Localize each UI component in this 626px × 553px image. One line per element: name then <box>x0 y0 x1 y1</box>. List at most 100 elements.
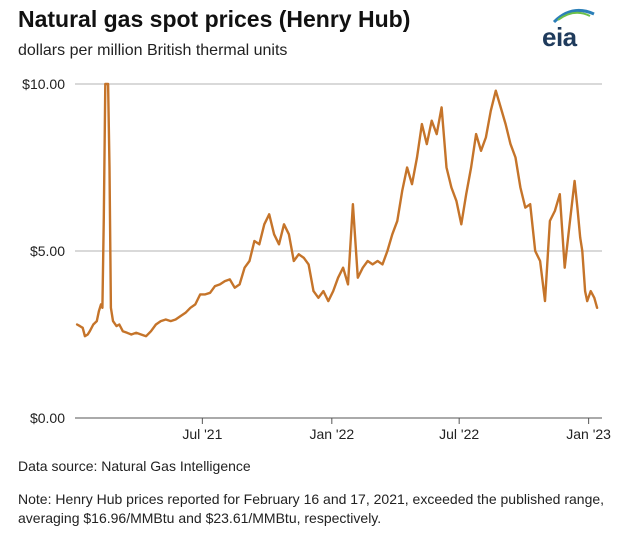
data-point <box>100 303 102 306</box>
data-point <box>209 292 211 294</box>
data-point <box>76 323 78 326</box>
data-point <box>362 266 364 269</box>
data-point <box>499 106 502 109</box>
data-point <box>593 297 596 299</box>
data-point <box>450 186 453 189</box>
data-point <box>293 260 295 262</box>
data-point <box>258 243 261 246</box>
data-point <box>430 119 433 122</box>
x-axis-ticks: Jul '21 Jan '22 Jul '22 Jan '23 <box>182 418 611 442</box>
data-point <box>576 206 579 209</box>
data-point <box>155 323 157 326</box>
data-point <box>529 203 531 205</box>
data-point <box>465 193 468 195</box>
data-point <box>79 325 81 327</box>
data-point <box>84 335 86 338</box>
data-point <box>357 276 359 279</box>
data-point <box>179 315 182 317</box>
data-point <box>204 293 206 296</box>
line-chart: $10.00 $5.00 $0.00 Jul '21 Jan '22 Jul '22 Ja… <box>22 76 611 442</box>
data-point <box>534 250 536 252</box>
data-point <box>229 278 231 281</box>
data-point <box>297 253 300 256</box>
data-point <box>485 136 487 139</box>
data-point <box>174 318 177 321</box>
data-point <box>118 323 121 326</box>
data-point <box>519 186 522 189</box>
data-point <box>322 290 325 292</box>
data-point <box>317 297 320 299</box>
data-point <box>92 323 95 326</box>
data-point <box>169 320 172 322</box>
data-point <box>596 307 598 309</box>
y-axis-ticks: $10.00 $5.00 $0.00 <box>22 76 65 426</box>
data-point <box>273 233 275 236</box>
data-point <box>581 250 584 252</box>
data-point <box>524 206 527 209</box>
eia-logo: eia <box>534 6 604 52</box>
y-tick-label: $0.00 <box>30 410 65 426</box>
data-point <box>224 280 226 282</box>
page-title: Natural gas spot prices (Henry Hub) <box>18 6 411 32</box>
data-point <box>573 180 576 182</box>
data-point <box>233 286 236 289</box>
data-point <box>416 156 418 159</box>
data-point <box>135 332 137 334</box>
x-tick-label: Jul '22 <box>439 426 479 442</box>
data-point <box>86 333 89 336</box>
data-point <box>103 216 105 219</box>
data-point <box>115 325 118 327</box>
data-point <box>327 300 330 302</box>
data-point <box>112 320 114 322</box>
data-point <box>504 123 507 125</box>
data-point <box>145 335 147 338</box>
data-point <box>475 133 477 135</box>
data-point <box>89 330 91 333</box>
data-point <box>579 236 581 239</box>
data-point <box>150 330 152 333</box>
data-point <box>391 233 394 236</box>
data-point <box>586 300 588 302</box>
data-point <box>278 243 280 246</box>
data-point <box>509 143 512 145</box>
data-point <box>268 213 271 216</box>
data-point <box>140 333 142 336</box>
data-point <box>544 300 546 302</box>
data-point <box>312 290 315 292</box>
data-point <box>214 285 216 287</box>
data-point <box>426 143 428 145</box>
data-point <box>435 133 438 135</box>
data-point <box>248 260 251 262</box>
data-point <box>584 290 586 292</box>
x-tick-label: Jul '21 <box>182 426 222 442</box>
data-point <box>219 283 221 286</box>
data-point <box>104 83 107 85</box>
chart-series <box>75 82 599 338</box>
data-point <box>98 310 100 312</box>
data-point <box>589 290 592 292</box>
data-point <box>189 307 192 309</box>
data-point <box>307 263 310 266</box>
chart-note: Note: Henry Hub prices reported for Febr… <box>18 491 605 526</box>
data-point <box>371 263 374 266</box>
chart-gridlines <box>75 83 602 419</box>
data-point <box>480 150 482 152</box>
data-point <box>337 276 339 279</box>
data-point <box>194 303 197 306</box>
page-subtitle: dollars per million British thermal unit… <box>18 42 288 59</box>
data-point <box>559 193 561 195</box>
data-point <box>126 332 128 334</box>
data-point <box>122 330 124 333</box>
data-point <box>440 106 443 109</box>
data-point <box>342 266 344 269</box>
data-point <box>381 263 384 266</box>
data-point <box>549 220 551 222</box>
data-point <box>253 240 256 242</box>
data-point <box>406 166 408 169</box>
data-point <box>421 123 423 125</box>
data-point <box>455 200 458 202</box>
data-point <box>460 223 463 226</box>
logo-arc-icon <box>552 8 595 24</box>
data-point <box>347 283 349 286</box>
data-point <box>366 260 369 262</box>
